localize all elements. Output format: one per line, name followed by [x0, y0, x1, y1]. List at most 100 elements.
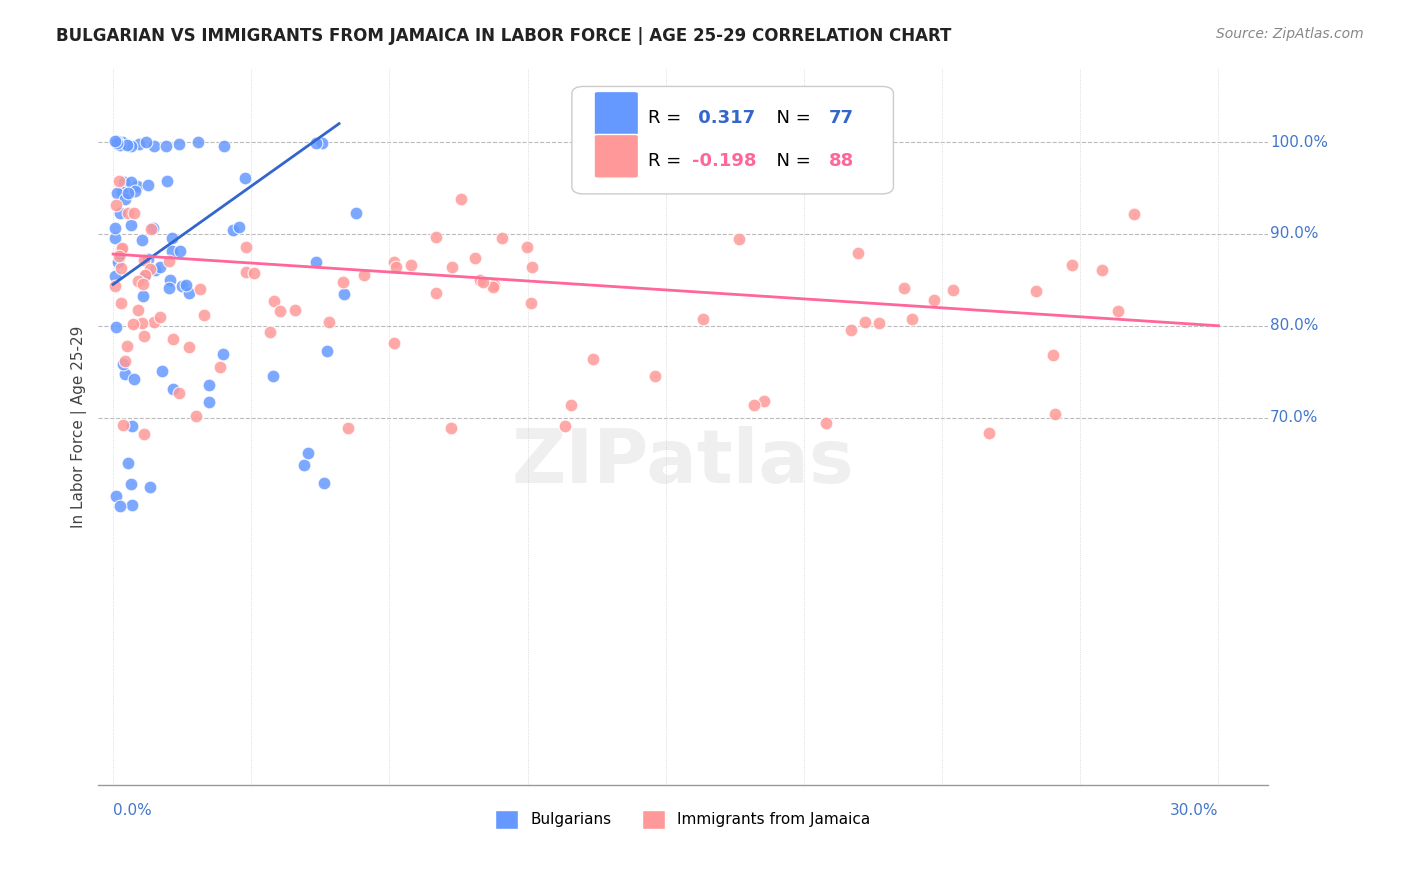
Immigrants from Jamaica	[482, 278, 505, 293]
Bulgarians	[136, 178, 159, 192]
Immigrants from Jamaica	[115, 339, 138, 353]
FancyBboxPatch shape	[595, 92, 638, 136]
Immigrants from Jamaica	[868, 317, 890, 331]
Immigrants from Jamaica	[269, 303, 291, 318]
Bulgarians	[169, 137, 191, 152]
Text: ZIPatlas: ZIPatlas	[512, 426, 855, 500]
Immigrants from Jamaica	[942, 283, 965, 297]
Bulgarians	[187, 135, 209, 149]
Immigrants from Jamaica	[742, 398, 765, 412]
Bulgarians	[344, 206, 367, 220]
Immigrants from Jamaica	[111, 242, 134, 256]
Immigrants from Jamaica	[464, 251, 486, 265]
Bulgarians	[162, 382, 184, 396]
Immigrants from Jamaica	[1042, 348, 1064, 362]
Bulgarians	[105, 489, 128, 503]
Bulgarians	[105, 137, 128, 152]
Bulgarians	[305, 136, 328, 150]
Bulgarians	[107, 186, 129, 200]
Bulgarians	[105, 134, 128, 148]
Immigrants from Jamaica	[353, 268, 375, 283]
Immigrants from Jamaica	[193, 308, 215, 322]
Immigrants from Jamaica	[516, 240, 538, 254]
Immigrants from Jamaica	[111, 417, 134, 432]
Immigrants from Jamaica	[481, 280, 503, 294]
Immigrants from Jamaica	[108, 173, 131, 187]
Bulgarians	[111, 135, 134, 149]
Immigrants from Jamaica	[117, 205, 139, 219]
Immigrants from Jamaica	[235, 265, 257, 279]
Immigrants from Jamaica	[167, 386, 190, 401]
Bulgarians	[114, 368, 136, 382]
Bulgarians	[108, 247, 131, 261]
Bulgarians	[112, 175, 135, 189]
Bulgarians	[211, 346, 233, 360]
Bulgarians	[143, 262, 166, 277]
Bulgarians	[112, 357, 135, 371]
Bulgarians	[228, 219, 250, 234]
Immigrants from Jamaica	[520, 296, 543, 310]
Immigrants from Jamaica	[179, 340, 201, 354]
Immigrants from Jamaica	[149, 310, 172, 324]
Immigrants from Jamaica	[132, 427, 155, 442]
Bulgarians	[174, 278, 197, 293]
Immigrants from Jamaica	[336, 421, 359, 435]
Immigrants from Jamaica	[440, 421, 463, 435]
Text: 100.0%: 100.0%	[1270, 135, 1327, 150]
Immigrants from Jamaica	[122, 318, 145, 332]
Immigrants from Jamaica	[188, 282, 211, 296]
Bulgarians	[117, 186, 139, 200]
Immigrants from Jamaica	[520, 260, 543, 274]
Immigrants from Jamaica	[582, 352, 605, 367]
Bulgarians	[314, 476, 336, 491]
Bulgarians	[150, 364, 173, 378]
Immigrants from Jamaica	[440, 260, 463, 274]
Immigrants from Jamaica	[108, 249, 131, 263]
Text: 70.0%: 70.0%	[1270, 410, 1319, 425]
Immigrants from Jamaica	[1060, 258, 1083, 272]
Bulgarians	[169, 244, 191, 259]
Bulgarians	[142, 221, 165, 235]
Immigrants from Jamaica	[318, 314, 340, 328]
Text: BULGARIAN VS IMMIGRANTS FROM JAMAICA IN LABOR FORCE | AGE 25-29 CORRELATION CHAR: BULGARIAN VS IMMIGRANTS FROM JAMAICA IN …	[56, 27, 952, 45]
Immigrants from Jamaica	[644, 368, 666, 383]
Bulgarians	[120, 138, 142, 153]
Text: 88: 88	[830, 153, 855, 170]
Bulgarians	[305, 254, 328, 268]
Immigrants from Jamaica	[139, 262, 162, 277]
Text: -0.198: -0.198	[692, 153, 756, 170]
Immigrants from Jamaica	[491, 231, 513, 245]
Bulgarians	[177, 285, 200, 300]
Bulgarians	[121, 476, 143, 491]
Text: N =: N =	[765, 153, 817, 170]
Immigrants from Jamaica	[1091, 262, 1114, 277]
Immigrants from Jamaica	[846, 245, 869, 260]
Bulgarians	[162, 231, 184, 245]
Immigrants from Jamaica	[243, 266, 266, 280]
Bulgarians	[108, 206, 131, 220]
Bulgarians	[157, 281, 180, 295]
Text: 0.317: 0.317	[692, 110, 755, 128]
Immigrants from Jamaica	[132, 277, 155, 291]
Bulgarians	[214, 139, 236, 153]
Bulgarians	[121, 498, 143, 512]
Immigrants from Jamaica	[468, 272, 491, 286]
Bulgarians	[103, 134, 125, 148]
Immigrants from Jamaica	[382, 335, 405, 350]
Bulgarians	[105, 135, 128, 149]
Bulgarians	[297, 446, 319, 460]
Immigrants from Jamaica	[754, 393, 776, 408]
Bulgarians	[156, 173, 179, 187]
Text: Source: ZipAtlas.com: Source: ZipAtlas.com	[1216, 27, 1364, 41]
Bulgarians	[160, 244, 183, 258]
Immigrants from Jamaica	[1123, 207, 1146, 221]
Immigrants from Jamaica	[839, 323, 862, 337]
Bulgarians	[117, 456, 139, 470]
Immigrants from Jamaica	[132, 329, 155, 343]
Immigrants from Jamaica	[208, 359, 231, 374]
Bulgarians	[142, 139, 165, 153]
Bulgarians	[135, 135, 157, 149]
Bulgarians	[159, 273, 181, 287]
Immigrants from Jamaica	[1107, 304, 1129, 318]
Immigrants from Jamaica	[122, 206, 145, 220]
